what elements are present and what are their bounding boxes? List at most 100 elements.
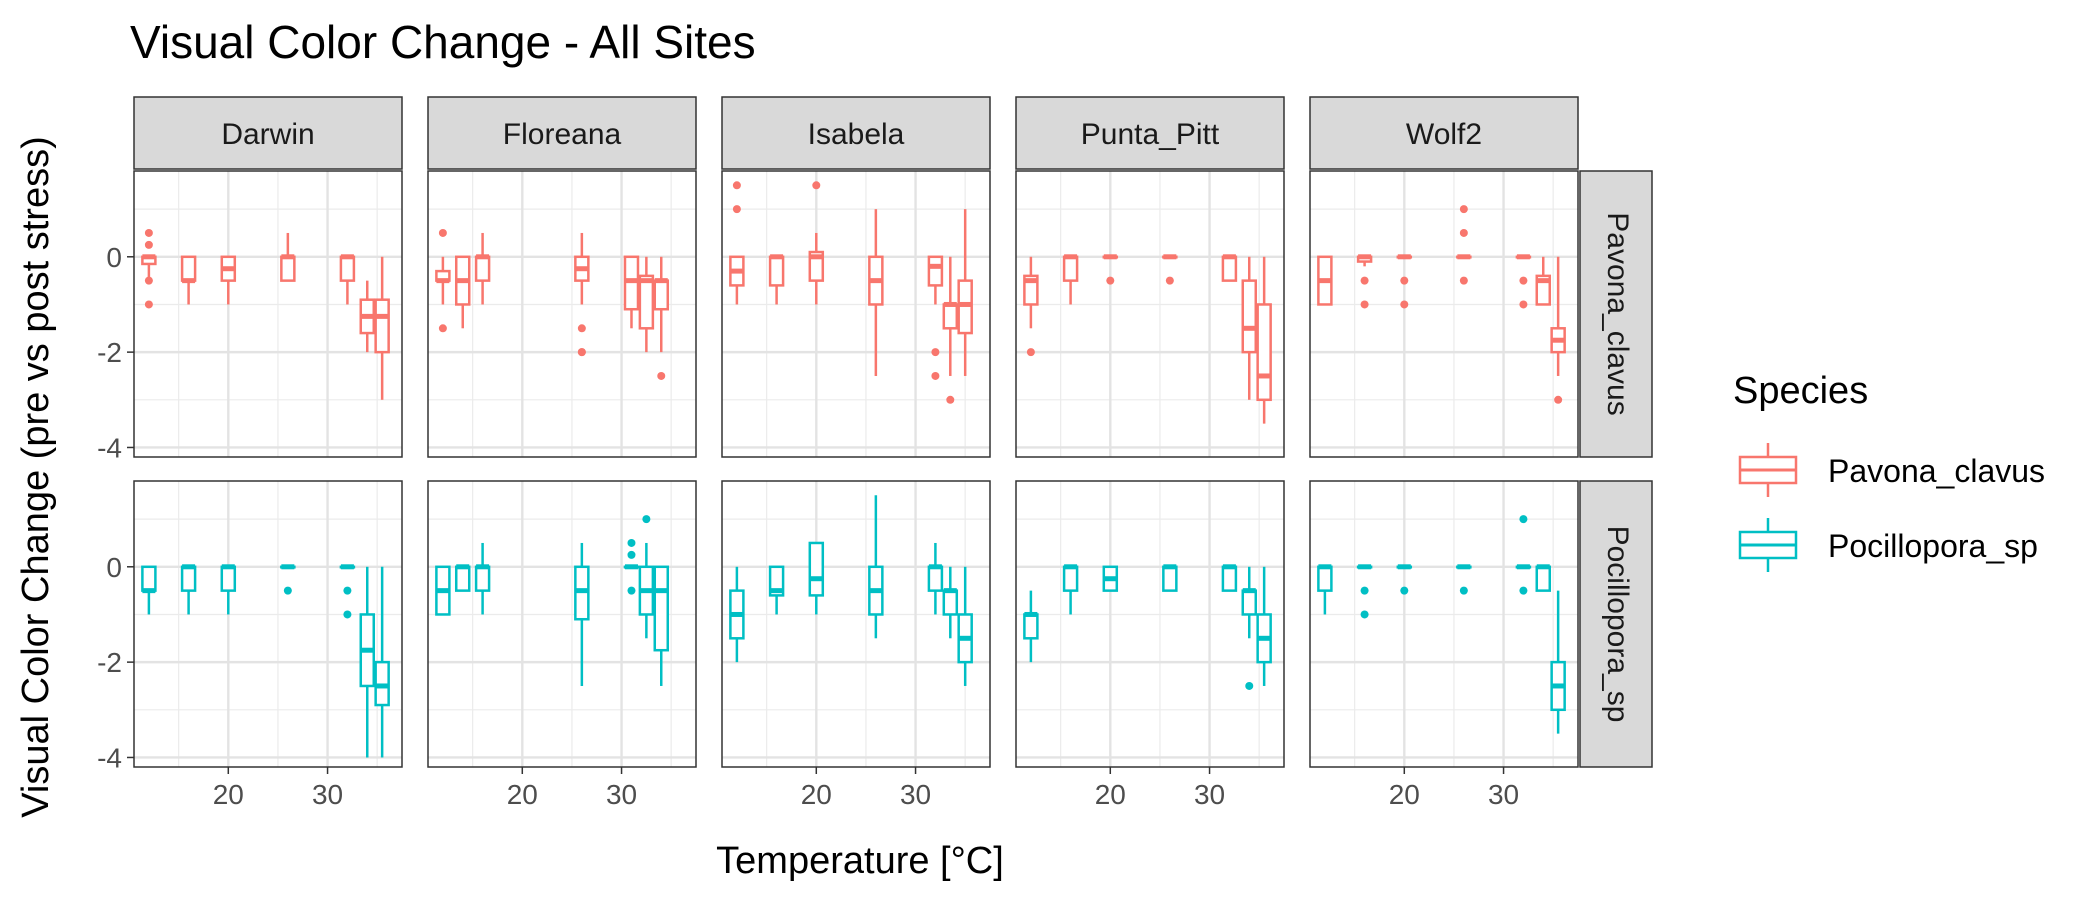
facet-strip-label: Wolf2 [1406, 118, 1482, 151]
outlier-point [438, 228, 447, 237]
box-pocillopora-sp-32 [339, 564, 356, 619]
x-tick-label: 20 [1095, 779, 1126, 810]
box-pocillopora-sp-26 [1456, 564, 1472, 595]
panel-border [1309, 480, 1579, 768]
box-body [942, 303, 959, 330]
outlier-point [1519, 586, 1528, 595]
facet-strip-label: Pocillopora_sp [1601, 526, 1634, 723]
outlier-point [1519, 276, 1528, 285]
outlier-point [1519, 300, 1528, 309]
box-body [1317, 565, 1333, 592]
box-body [1221, 565, 1238, 592]
outlier-point [577, 348, 586, 357]
box-pocillopora-sp-35 [957, 566, 973, 686]
box-body [454, 565, 471, 592]
outlier-point [144, 228, 153, 237]
outlier-point [627, 586, 636, 595]
box-body [280, 255, 296, 282]
box-pavona-clavus-16 [1356, 254, 1373, 309]
box-pocillopora-sp-20 [1102, 565, 1119, 592]
x-tick-label: 20 [213, 779, 244, 810]
box-pocillopora-sp-32 [1515, 515, 1532, 595]
outlier-point [732, 205, 741, 214]
box-pavona-clavus-34 [1535, 256, 1552, 306]
box-pocillopora-sp-34 [359, 566, 376, 758]
outlier-point [1519, 515, 1528, 524]
box-pavona-clavus-32.5 [638, 256, 655, 353]
outlier-point [1026, 348, 1035, 357]
box-body [653, 279, 670, 311]
legend: Species Pavona_clavus Pocillopora_sp [1733, 370, 2045, 572]
panel-background [1310, 481, 1578, 767]
box-body [1535, 565, 1552, 592]
box-pocillopora-sp-35.5 [1550, 590, 1566, 734]
legend-label-pocillopora-sp: Pocillopora_sp [1828, 528, 2038, 564]
box-pavona-clavus-31 [623, 255, 640, 329]
box-pavona-clavus-20 [1102, 254, 1119, 285]
x-axis-label: Temperature [°C] [716, 840, 1004, 882]
box-pocillopora-sp-31 [623, 538, 640, 595]
box-body [1062, 565, 1079, 592]
outlier-point [1165, 276, 1174, 285]
box-pavona-clavus-16 [768, 254, 785, 305]
y-tick-label: -4 [97, 742, 122, 773]
box-pocillopora-sp-20 [808, 541, 825, 615]
box-pavona-clavus-16 [1062, 254, 1079, 305]
facet-strip-label: Floreana [503, 118, 622, 151]
outlier-point [931, 348, 940, 357]
panel-border [427, 170, 697, 458]
panel-darwin-pocillopora-sp [133, 480, 403, 768]
panel-background [1310, 171, 1578, 457]
x-tick-label: 30 [312, 779, 343, 810]
box-pavona-clavus-35 [957, 209, 973, 376]
box-pocillopora-sp-32 [1221, 564, 1238, 592]
x-tick-label: 20 [1389, 779, 1420, 810]
box-pocillopora-sp-20 [220, 564, 237, 615]
box-pavona-clavus-14 [454, 255, 471, 329]
box-body [180, 255, 197, 282]
box-pocillopora-sp-33.5 [942, 566, 959, 639]
outlier-point [642, 515, 651, 524]
legend-item-pocillopora-sp: Pocillopora_sp [1738, 518, 2038, 572]
panel-background [428, 171, 696, 457]
box-pocillopora-sp-26 [280, 564, 296, 595]
y-axis-label: Visual Color Change (pre vs post stress) [15, 136, 57, 817]
panel-floreana-pocillopora-sp [427, 480, 697, 768]
facet-strip-isabela [721, 96, 991, 170]
outlier-point [1360, 300, 1369, 309]
box-pocillopora-sp-34 [1535, 564, 1552, 592]
outlier-point [1106, 276, 1115, 285]
box-pavona-clavus-34 [1241, 256, 1258, 400]
facet-strip-label: Darwin [221, 118, 314, 151]
box-pocillopora-sp-35.5 [1256, 566, 1272, 686]
panel-border [1015, 170, 1285, 458]
panel-border [1015, 480, 1285, 768]
box-pavona-clavus-26 [868, 209, 884, 376]
box-pocillopora-sp-12 [435, 565, 451, 616]
box-pavona-clavus-12 [435, 228, 451, 333]
box-pavona-clavus-12 [141, 228, 157, 309]
chart-title: Visual Color Change - All Sites [130, 16, 756, 68]
box-pocillopora-sp-12 [1023, 590, 1039, 663]
facet-strip-label: Isabela [808, 118, 905, 151]
facet-strip-darwin [133, 96, 403, 170]
outlier-point [1400, 586, 1409, 595]
outlier-point [1360, 586, 1369, 595]
panel-wolf2-pocillopora-sp [1309, 480, 1579, 768]
x-tick-label: 30 [1194, 779, 1225, 810]
box-body [638, 274, 655, 330]
box-body [927, 255, 944, 287]
legend-item-pavona-clavus: Pavona_clavus [1738, 443, 2045, 497]
facet-strip-label: Punta_Pitt [1081, 118, 1220, 151]
box-pocillopora-sp-32 [927, 542, 944, 615]
box-pocillopora-sp-12 [729, 566, 745, 663]
outlier-point [931, 371, 940, 380]
panel-border [133, 170, 403, 458]
box-body [141, 565, 157, 592]
facet-grid: Darwin Floreana Isabela Punta_Pitt Wolf2 Pavo… [97, 96, 1653, 810]
box-pocillopora-sp-12 [141, 565, 157, 615]
box-pavona-clavus-12 [1317, 255, 1333, 306]
box-body [653, 565, 670, 652]
box-pavona-clavus-35.5 [1550, 256, 1566, 404]
outlier-point [732, 181, 741, 190]
